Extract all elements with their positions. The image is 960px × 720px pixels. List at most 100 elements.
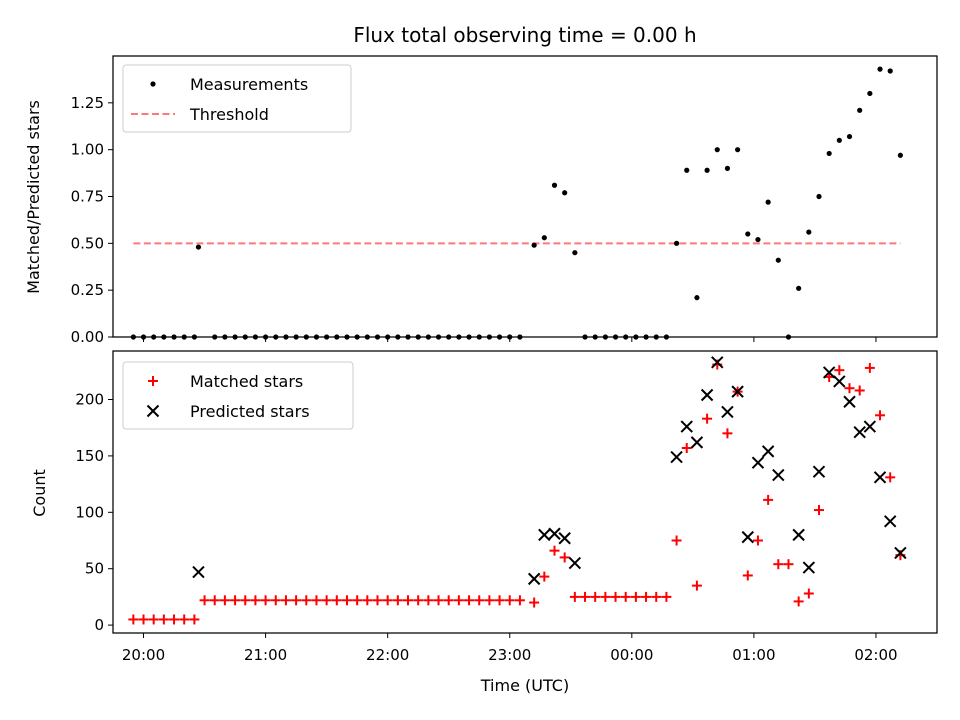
matched-star-point bbox=[752, 535, 763, 546]
x-tick-label: 01:00 bbox=[732, 646, 775, 664]
top-panel: Matched/Predicted stars 0.00 0.25 0.50 0.75… bbox=[24, 55, 938, 346]
matched-star-point bbox=[260, 595, 271, 606]
measurement-point bbox=[806, 229, 812, 235]
predicted-star-point bbox=[883, 515, 897, 528]
top-y-ticks: 0.00 0.25 0.50 0.75 1.00 1.25 bbox=[71, 94, 113, 346]
matched-star-point bbox=[230, 595, 241, 606]
matched-star-point bbox=[641, 591, 652, 602]
matched-star-point bbox=[311, 595, 322, 606]
predicted-star-point bbox=[731, 385, 744, 398]
matched-star-point bbox=[362, 595, 373, 606]
predicted-star-point bbox=[192, 565, 205, 579]
legend-x-swatch bbox=[146, 404, 160, 418]
x-tick-label: 22:00 bbox=[366, 646, 409, 664]
matched-star-point bbox=[514, 595, 525, 606]
matched-star-point bbox=[148, 614, 159, 625]
predicted-star-point bbox=[843, 395, 856, 408]
x-tick-label: 20:00 bbox=[122, 646, 165, 664]
matched-star-point bbox=[199, 595, 210, 606]
bottom-legend-box bbox=[122, 361, 354, 430]
measurement-point bbox=[745, 231, 751, 237]
top-y-tick-label: 1.00 bbox=[71, 141, 104, 159]
matched-star-point bbox=[783, 559, 794, 570]
bottom-axes-frame bbox=[112, 350, 938, 634]
matched-star-point bbox=[219, 595, 230, 606]
matched-star-point bbox=[423, 595, 434, 606]
measurement-point bbox=[826, 150, 832, 157]
x-tick-label: 02:00 bbox=[854, 646, 897, 664]
measurement-point bbox=[195, 244, 202, 250]
measurement-point bbox=[846, 133, 853, 140]
bottom-legend: Matched stars Predicted stars bbox=[122, 361, 354, 430]
bottom-y-tick-label: 0 bbox=[94, 616, 104, 634]
matched-star-point bbox=[189, 614, 200, 625]
top-axes-frame bbox=[112, 55, 938, 338]
predicted-star-point bbox=[538, 528, 551, 542]
predicted-star-point bbox=[680, 420, 693, 433]
matched-star-point bbox=[580, 591, 591, 602]
top-y-tick-label: 0.00 bbox=[71, 328, 104, 346]
matched-star-point bbox=[413, 595, 424, 606]
matched-star-point bbox=[453, 595, 464, 606]
matched-star-point bbox=[834, 365, 845, 376]
measurement-point bbox=[877, 66, 883, 72]
measurement-point bbox=[816, 193, 822, 200]
measurement-point bbox=[836, 137, 842, 143]
matched-star-point bbox=[661, 591, 672, 602]
matched-star-point bbox=[681, 443, 692, 454]
measurement-point bbox=[684, 167, 690, 173]
chart-title: Flux total observing time = 0.00 h bbox=[353, 23, 696, 47]
matched-star-point bbox=[803, 588, 814, 599]
measurement-point bbox=[704, 167, 710, 173]
measurement-point bbox=[541, 235, 547, 241]
bottom-y-ticks: 0 50 100 150 200 bbox=[75, 391, 113, 634]
measurement-point bbox=[562, 190, 568, 196]
bottom-y-tick-label: 200 bbox=[75, 391, 104, 409]
predicted-star-point bbox=[873, 471, 887, 484]
predicted-star-point bbox=[721, 405, 734, 419]
x-tick-label: 00:00 bbox=[610, 646, 653, 664]
matched-star-point bbox=[504, 595, 515, 606]
top-legend: Measurements Threshold bbox=[122, 64, 352, 133]
top-legend-label: Threshold bbox=[189, 105, 269, 124]
matched-star-point bbox=[590, 591, 601, 602]
matched-star-point bbox=[671, 535, 682, 546]
predicted-star-point bbox=[833, 375, 846, 388]
matched-star-point bbox=[702, 413, 713, 424]
matched-star-point bbox=[722, 428, 733, 439]
predicted-star-point bbox=[822, 366, 836, 379]
measurement-point bbox=[724, 165, 731, 171]
measurement-point bbox=[857, 107, 863, 113]
matched-star-point bbox=[813, 505, 824, 516]
predicted-star-point bbox=[527, 572, 541, 586]
top-y-tick-label: 0.50 bbox=[71, 234, 104, 252]
top-legend-label: Measurements bbox=[190, 75, 308, 94]
predicted-star-point bbox=[751, 456, 765, 469]
predicted-star-point bbox=[558, 532, 571, 545]
matched-star-point bbox=[291, 595, 302, 606]
measurement-point bbox=[887, 68, 893, 74]
bottom-x-ticks: 20:00 21:00 22:00 23:00 00:00 01:00 02:00 bbox=[122, 633, 898, 664]
measurement-point bbox=[765, 199, 771, 205]
matched-star-point bbox=[559, 552, 570, 563]
matched-star-point bbox=[854, 385, 865, 396]
matched-star-point bbox=[352, 595, 363, 606]
matched-star-point bbox=[331, 595, 342, 606]
matched-star-point bbox=[341, 595, 352, 606]
matched-star-point bbox=[875, 410, 886, 421]
measurement-point bbox=[572, 250, 578, 256]
matched-star-point bbox=[844, 383, 855, 394]
predicted-star-point bbox=[700, 388, 714, 402]
bottom-legend-label: Predicted stars bbox=[190, 402, 310, 421]
bottom-panel: Count 0 50 100 150 200 20:00 21:00 22:00 23:00 0… bbox=[30, 350, 938, 695]
matched-star-point bbox=[209, 595, 220, 606]
matched-star-point bbox=[169, 614, 180, 625]
matched-star-point bbox=[529, 597, 540, 608]
matched-star-point bbox=[464, 595, 475, 606]
bottom-y-tick-label: 150 bbox=[75, 447, 104, 465]
predicted-star-point bbox=[711, 356, 724, 369]
matched-star-point bbox=[443, 595, 454, 606]
predicted-star-point bbox=[761, 445, 775, 458]
predicted-star-point bbox=[772, 468, 785, 482]
